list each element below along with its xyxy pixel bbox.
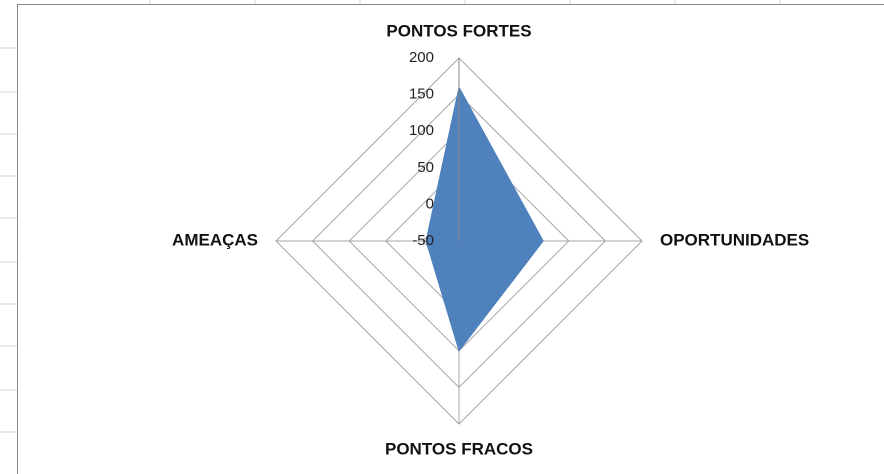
spreadsheet-grid (0, 0, 781, 433)
tick-label: 100 (409, 122, 434, 139)
tick-label: -50 (412, 232, 434, 249)
tick-label: 200 (409, 49, 434, 66)
tick-label: 50 (417, 159, 434, 176)
tick-label: 150 (409, 86, 434, 103)
radar-plot: -50 0 50 100 150 200 PONTOS FORTES OPORTUNIDADE… (172, 21, 809, 458)
category-label: PONTOS FRACOS (385, 439, 533, 458)
category-label: PONTOS FORTES (386, 21, 531, 40)
category-label: AMEAÇAS (172, 230, 258, 249)
series-area (425, 85, 544, 352)
tick-label: 0 (426, 195, 434, 212)
category-label: OPORTUNIDADES (660, 230, 809, 249)
